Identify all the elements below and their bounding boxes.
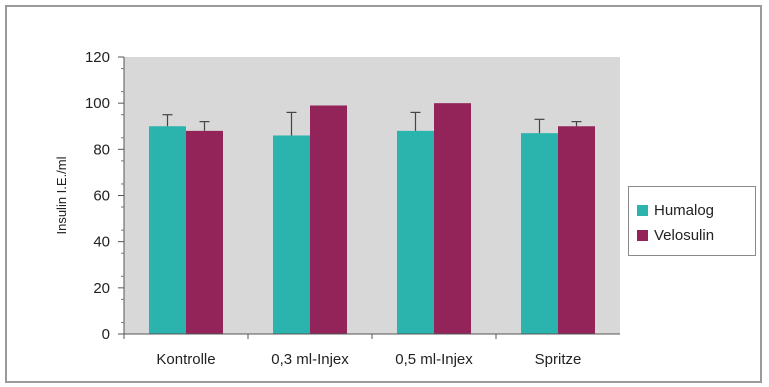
legend-swatch-humalog <box>637 204 648 216</box>
bar-velosulin-2 <box>310 105 347 334</box>
y-tick-label: 100 <box>85 95 110 112</box>
x-category-label: 0,5 ml-Injex <box>395 351 473 368</box>
bar-velosulin-1 <box>186 130 223 334</box>
y-tick-label: 80 <box>93 141 110 158</box>
y-axis: 0 20 40 60 80 100 120 <box>85 49 125 343</box>
legend-label-humalog: Humalog <box>654 201 715 219</box>
x-category-label: Spritze <box>535 351 582 368</box>
bar-humalog-1 <box>149 126 186 334</box>
bar-humalog-3 <box>397 130 434 334</box>
legend-item-humalog: Humalog <box>637 200 714 220</box>
y-tick-label: 60 <box>93 188 110 205</box>
y-tick-label: 40 <box>93 234 110 251</box>
y-axis-label: Insulin I.E./ml <box>54 156 69 234</box>
x-category-label: 0,3 ml-Injex <box>271 351 349 368</box>
bars <box>149 103 595 335</box>
legend-label-velosulin: Velosulin <box>654 226 715 244</box>
bar-velosulin-3 <box>434 103 471 335</box>
x-category-label: Kontrolle <box>156 351 215 368</box>
y-tick-label: 0 <box>102 326 110 343</box>
bar-humalog-2 <box>273 135 310 334</box>
y-tick-label: 120 <box>85 49 110 66</box>
legend: Humalog Velosulin <box>628 186 756 256</box>
bar-velosulin-4 <box>558 126 595 334</box>
x-axis: Kontrolle 0,3 ml-Injex 0,5 ml-Injex Spritze <box>123 333 620 368</box>
legend-item-velosulin: Velosulin <box>637 225 714 245</box>
bar-humalog-4 <box>521 133 558 334</box>
y-tick-label: 20 <box>93 280 110 297</box>
legend-swatch-velosulin <box>637 229 648 241</box>
